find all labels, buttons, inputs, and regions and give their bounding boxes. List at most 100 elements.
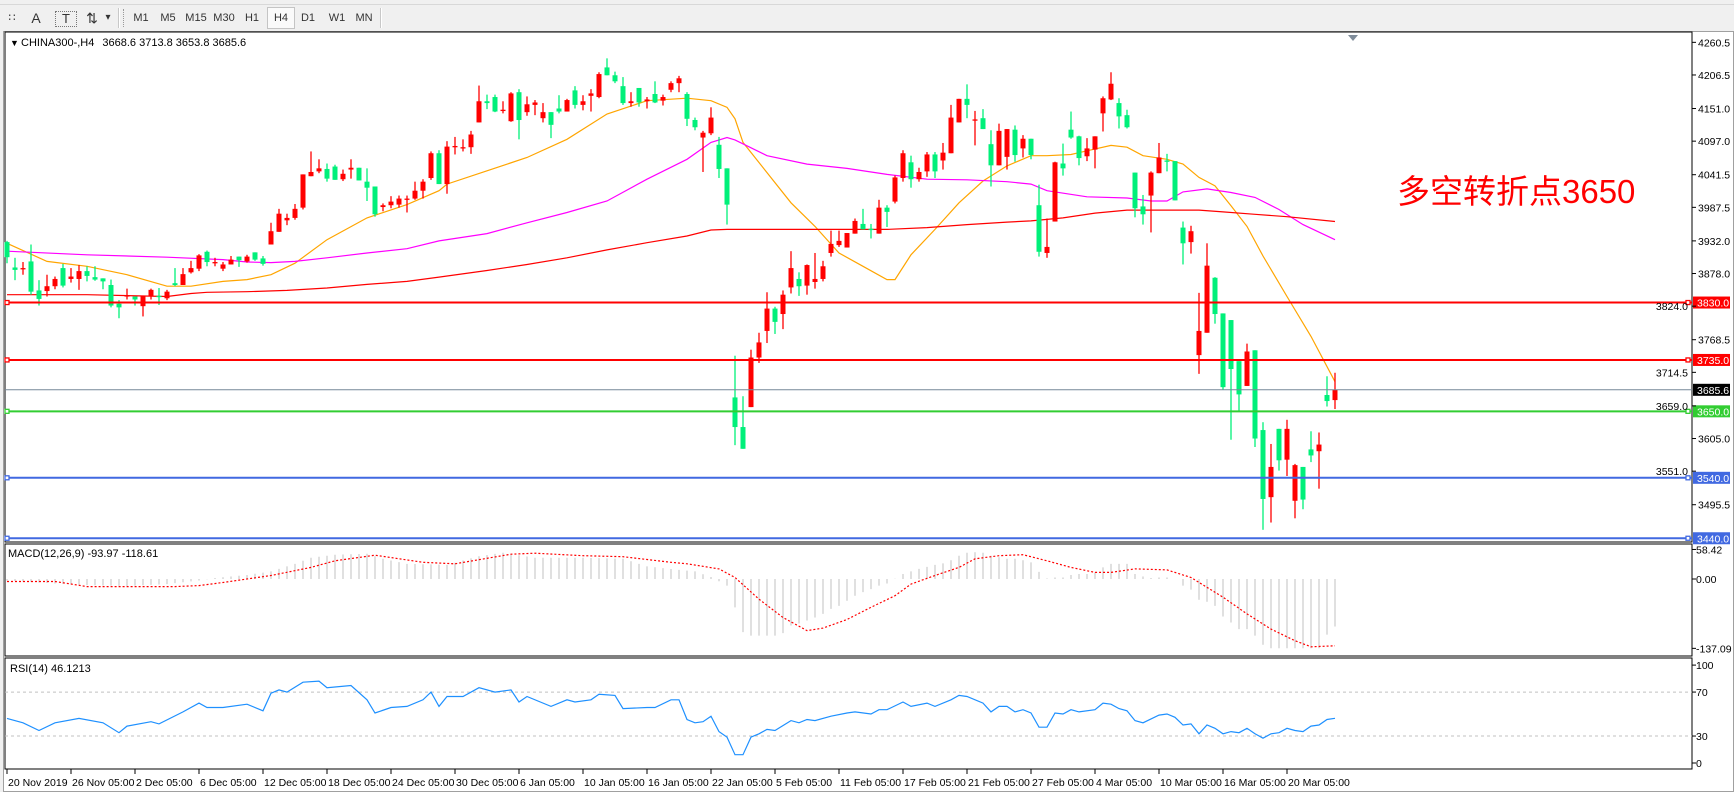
candle-body (1172, 161, 1178, 201)
candle-body (1300, 466, 1306, 500)
collapse-arrow-icon[interactable]: ▼ (10, 38, 19, 48)
candle-body (1140, 206, 1146, 215)
candle-body (684, 94, 690, 119)
candle-body (1188, 231, 1194, 243)
arrows-icon[interactable]: ⇅ (86, 10, 98, 26)
candle (1140, 194, 1146, 225)
chart-shift-marker-icon[interactable] (1348, 35, 1358, 41)
timeframe-m1-button[interactable]: M1 (133, 12, 149, 24)
chart-toolbar: ∷ A T ⇅ ▾ M1 M5 M15 M30 H1 H4 D1 W1 MN (0, 5, 1734, 31)
candle (276, 208, 282, 232)
timeframe-h4-button[interactable]: H4 (267, 7, 295, 29)
candle-body (1076, 136, 1082, 159)
candle (268, 222, 274, 245)
candle (324, 163, 330, 182)
candle-body (252, 252, 258, 260)
candle-body (436, 153, 442, 185)
period-separator-icon[interactable]: ∷ (8, 12, 16, 24)
candle (316, 159, 322, 174)
candle-body (756, 342, 762, 358)
candle (644, 97, 650, 109)
candle (1124, 109, 1130, 129)
toolbar-grip[interactable] (123, 9, 127, 27)
level-handle-icon (1685, 299, 1691, 306)
candle (300, 174, 306, 210)
candle (284, 213, 290, 226)
price-tag (1693, 296, 1730, 309)
candle (468, 130, 474, 154)
price-axis-label: 4041.5 (1698, 170, 1730, 182)
level-handle-icon (1685, 475, 1691, 481)
time-axis-label: 20 Nov 2019 (8, 777, 68, 789)
candle-body (1244, 351, 1250, 386)
candle (1020, 135, 1026, 158)
rsi-axis-label: 100 (1696, 660, 1714, 672)
candle (556, 95, 562, 114)
macd-axis-label: 58.42 (1696, 544, 1722, 556)
candle-body (204, 251, 210, 263)
candle (1164, 153, 1170, 172)
timeframe-w1-button[interactable]: W1 (328, 12, 346, 24)
candle-body (372, 186, 378, 215)
candle (28, 244, 34, 295)
candle-body (1100, 98, 1106, 114)
timeframe-m5-button[interactable]: M5 (160, 12, 176, 24)
candle-body (932, 154, 938, 172)
text-label-icon[interactable]: T (55, 11, 77, 27)
candle (1044, 218, 1050, 258)
price-axis-label: 3495.5 (1698, 500, 1730, 512)
main-price-panel[interactable] (4, 31, 1693, 543)
price-tag (1693, 405, 1730, 418)
candle-body (556, 108, 562, 112)
chevron-down-icon[interactable]: ▾ (105, 12, 111, 23)
price-axis-label: 3605.0 (1698, 434, 1730, 446)
candle (1260, 422, 1266, 530)
price-axis-label: 3659.0 (1656, 401, 1688, 413)
candle (876, 199, 882, 234)
candle-body (44, 286, 50, 292)
macd-panel[interactable] (4, 543, 1693, 657)
candle (420, 179, 426, 199)
macd-signal-line (7, 552, 1336, 648)
timeframe-m30-button[interactable]: M30 (213, 12, 235, 24)
candle-body (468, 134, 474, 148)
candle-body (276, 213, 282, 232)
price-axis-label: 4206.5 (1698, 70, 1730, 82)
timeframe-mn-button[interactable]: MN (355, 12, 373, 24)
candle (444, 141, 450, 194)
timeframe-h1-button[interactable]: H1 (244, 12, 260, 24)
candle-body (644, 99, 650, 102)
candle-body (220, 264, 226, 269)
candle (612, 71, 618, 84)
candle-body (724, 168, 730, 205)
timeframe-d1-button[interactable]: D1 (300, 12, 316, 24)
rsi-panel[interactable] (4, 657, 1693, 770)
candle (868, 223, 874, 239)
candle-body (484, 101, 490, 104)
candle-body (396, 198, 402, 205)
candle-body (564, 100, 570, 112)
price-axis-label: 3714.5 (1656, 367, 1688, 379)
macd-axis-label: -137.09 (1696, 643, 1732, 655)
candle-body (388, 201, 394, 206)
candle-body (868, 228, 874, 231)
toolbar-separator (380, 8, 382, 28)
candle-body (292, 208, 298, 218)
chart-annotation-text[interactable]: 多空转折点3650 (1397, 173, 1635, 210)
candle (1036, 184, 1042, 257)
candle-body (1084, 148, 1090, 157)
candle (100, 278, 106, 290)
text-icon[interactable]: A (31, 10, 41, 26)
candle (628, 92, 634, 107)
timeframe-m15-button[interactable]: M15 (185, 12, 207, 24)
time-axis-label: 16 Jan 05:00 (648, 777, 709, 789)
candle-body (964, 98, 970, 105)
candle-body (532, 102, 538, 105)
candle (692, 117, 698, 131)
candle-body (1124, 115, 1130, 128)
candle-body (780, 294, 786, 315)
candle (916, 167, 922, 182)
price-axis-label: 4097.0 (1698, 136, 1730, 148)
candle-body (828, 243, 834, 253)
